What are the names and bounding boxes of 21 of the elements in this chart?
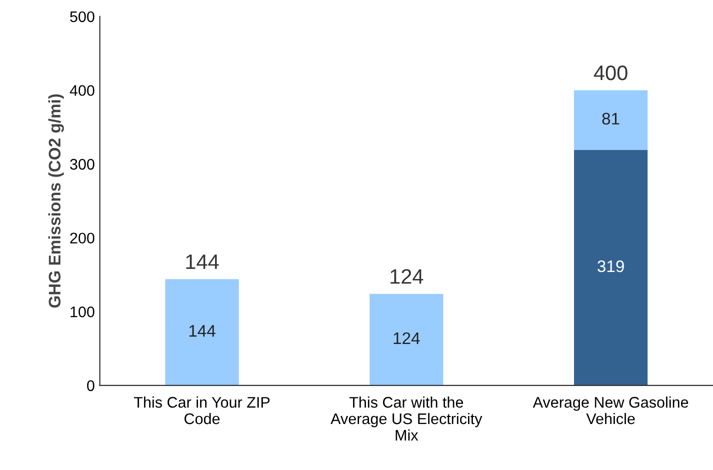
total-label: 144 xyxy=(186,254,219,269)
x-tick-label: This Car with the Average US Electricity Mix xyxy=(330,396,482,440)
y-tick-label: 500 xyxy=(70,11,94,22)
bar xyxy=(574,90,648,150)
y-tick-label: 100 xyxy=(70,306,94,318)
total-label: 400 xyxy=(594,65,628,80)
y-tick-label: 300 xyxy=(70,158,94,170)
data-label: 81 xyxy=(602,112,620,125)
x-tick-label: This Car in Your ZIP Code xyxy=(134,396,270,424)
bar xyxy=(370,294,444,386)
y-tick-label: 200 xyxy=(70,232,94,244)
y-tick-label: 0 xyxy=(87,380,94,392)
data-label: 124 xyxy=(394,332,420,344)
bar xyxy=(165,279,239,386)
data-label: 319 xyxy=(598,260,624,272)
y-tick-label: 400 xyxy=(70,85,94,96)
bar xyxy=(574,150,648,386)
y-axis-title: GHG Emissions (CO2 g/mi) xyxy=(48,94,64,308)
x-tick-label: Average New Gasoline Vehicle xyxy=(532,396,688,424)
total-label: 124 xyxy=(390,269,424,284)
data-label: 144 xyxy=(189,325,216,337)
